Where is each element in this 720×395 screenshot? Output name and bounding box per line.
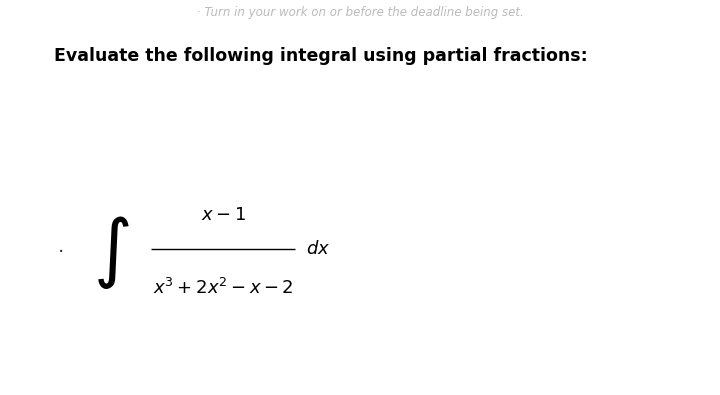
Text: Evaluate the following integral using partial fractions:: Evaluate the following integral using pa… bbox=[54, 47, 588, 66]
Text: $x^3 + 2x^2 - x - 2$: $x^3 + 2x^2 - x - 2$ bbox=[153, 278, 294, 298]
Text: $dx$: $dx$ bbox=[306, 240, 330, 258]
Text: · Turn in your work on or before the deadline being set.: · Turn in your work on or before the dea… bbox=[197, 6, 523, 19]
Text: $x - 1$: $x - 1$ bbox=[201, 206, 246, 224]
Text: ·: · bbox=[58, 243, 64, 262]
Text: $\int$: $\int$ bbox=[94, 214, 130, 291]
